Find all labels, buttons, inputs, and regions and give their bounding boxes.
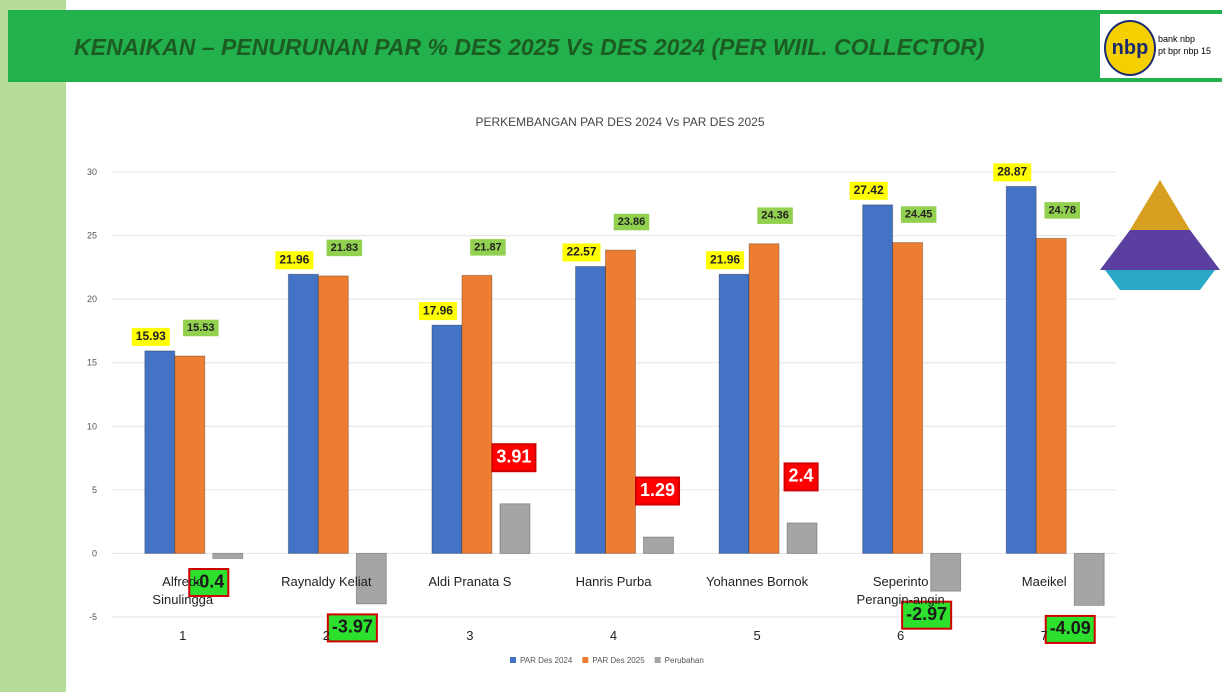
bar (1036, 238, 1066, 553)
bar (432, 325, 462, 553)
value-label-text: 21.87 (474, 241, 502, 253)
x-tick-label: Hanris Purba (562, 573, 666, 591)
value-label: 24.45 (901, 206, 937, 223)
category-number: 7 (992, 627, 1096, 645)
value-label: 21.96 (706, 251, 744, 269)
value-label: 24.78 (1044, 202, 1080, 219)
y-tick-label: 0 (92, 548, 97, 558)
x-tick-label: Aldi Pranata S (418, 573, 522, 591)
category-number: 5 (705, 627, 809, 645)
x-tick-label: Raynaldy Keliat (274, 573, 378, 591)
decoration (1100, 180, 1220, 290)
value-label: 15.53 (183, 320, 219, 337)
category-number: 6 (849, 627, 953, 645)
value-label-text: 28.87 (997, 165, 1027, 179)
value-label: 17.96 (419, 302, 457, 320)
value-label: 1.29 (636, 478, 679, 505)
value-label: 3.91 (492, 444, 535, 471)
bar (288, 274, 318, 553)
value-label-text: 23.86 (618, 216, 646, 228)
bar (145, 351, 175, 554)
value-label-text: 2.4 (789, 466, 814, 486)
bar (462, 275, 492, 553)
value-label-text: 24.36 (761, 210, 789, 222)
value-label-text: 15.53 (187, 322, 215, 334)
value-label: 21.83 (327, 240, 363, 257)
x-tick-label: Yohannes Bornok (705, 573, 809, 591)
value-label-text: 3.91 (496, 446, 531, 466)
y-tick-label: -5 (89, 612, 97, 622)
chart-title: PERKEMBANGAN PAR DES 2024 Vs PAR DES 202… (475, 115, 764, 129)
bar (175, 356, 205, 553)
legend-swatch (655, 657, 661, 663)
bar (787, 523, 817, 554)
value-label: 15.93 (132, 328, 170, 346)
x-tick-label: Alfredo Sinulingga (131, 573, 235, 609)
legend-label: PAR Des 2025 (592, 656, 645, 665)
category-number: 2 (274, 627, 378, 645)
category-number: 1 (131, 627, 235, 645)
bar (863, 205, 893, 554)
bar (644, 537, 674, 553)
page: KENAIKAN – PENURUNAN PAR % DES 2025 Vs D… (0, 0, 1222, 692)
value-label: 23.86 (614, 214, 650, 231)
bar (1006, 186, 1036, 553)
value-label: 24.36 (757, 207, 793, 224)
ornament (1130, 180, 1190, 230)
legend-swatch (510, 657, 516, 663)
ornament (1100, 230, 1220, 270)
value-label-text: 15.93 (136, 329, 166, 343)
value-label: 27.42 (850, 182, 888, 200)
value-label: 28.87 (993, 163, 1031, 181)
value-label-text: 21.96 (279, 252, 309, 266)
category-number: 4 (562, 627, 666, 645)
bar (318, 276, 348, 554)
value-label-text: 17.96 (423, 303, 453, 317)
y-tick-label: 25 (87, 231, 97, 241)
legend-label: Perubahan (665, 656, 704, 665)
value-label-text: 22.57 (566, 245, 596, 259)
bar (893, 243, 923, 554)
x-tick-label: Maeikel (992, 573, 1096, 591)
bar (606, 250, 636, 553)
value-label-text: 27.42 (854, 183, 884, 197)
value-label-text: 1.29 (640, 480, 675, 500)
bar (576, 266, 606, 553)
category-number: 3 (418, 627, 522, 645)
y-tick-label: 30 (87, 167, 97, 177)
value-label-text: 21.83 (331, 242, 359, 254)
bar (213, 553, 243, 558)
value-label: 21.87 (470, 239, 506, 256)
y-tick-label: 5 (92, 485, 97, 495)
value-label: 21.96 (275, 251, 313, 269)
value-label-text: 24.78 (1048, 204, 1076, 216)
legend-label: PAR Des 2024 (520, 656, 573, 665)
value-label: 22.57 (562, 243, 600, 261)
value-label-text: 24.45 (905, 208, 933, 220)
value-label: 2.4 (785, 463, 818, 490)
bar (749, 244, 779, 554)
legend-swatch (582, 657, 588, 663)
y-tick-label: 15 (87, 358, 97, 368)
y-tick-label: 20 (87, 294, 97, 304)
ornament (1105, 270, 1215, 290)
bar (500, 504, 530, 554)
y-tick-label: 10 (87, 421, 97, 431)
value-label-text: 21.96 (710, 252, 740, 266)
x-tick-label: Seperinto Perangin-angin (849, 573, 953, 609)
bar (719, 274, 749, 553)
